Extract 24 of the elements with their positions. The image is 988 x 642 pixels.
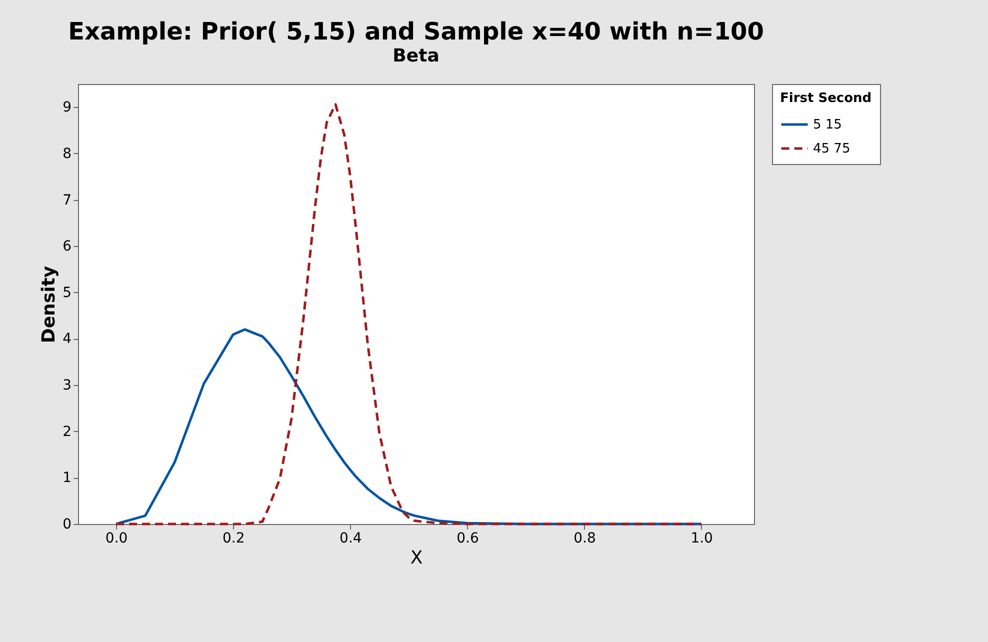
y-tick-label: 6 [62,238,72,255]
chart-title: Example: Prior( 5,15) and Sample x=40 with n=100 [68,18,764,46]
line-series [114,103,703,526]
y-tick-label: 0 [62,516,72,532]
y-tick-label: 8 [62,146,72,162]
y-axis-title: Density [38,266,60,344]
y-tick-label: 5 [62,284,72,301]
y-tick-label: 7 [62,192,72,208]
y-tick-label: 2 [62,424,72,440]
y-tick-label: 4 [62,331,72,348]
x-axis-title: X [410,548,423,568]
y-tick-label: 1 [62,470,72,486]
legend-label: 5 15 [813,118,842,132]
legend-label: 45 75 [813,142,850,156]
y-tick-label: 3 [62,378,72,394]
x-tick-label: 1.0 [690,530,713,546]
x-tick-label: 0.8 [574,530,596,546]
chart-subtitle: Beta [392,46,440,66]
y-tick-label: 9 [62,100,72,116]
x-tick-label: 0.0 [105,530,128,546]
x-tick-label: 0.6 [456,530,479,546]
x-tick-label: 0.2 [222,530,245,546]
legend-title: First Second [780,91,872,106]
x-tick-label: 0.4 [340,530,362,546]
